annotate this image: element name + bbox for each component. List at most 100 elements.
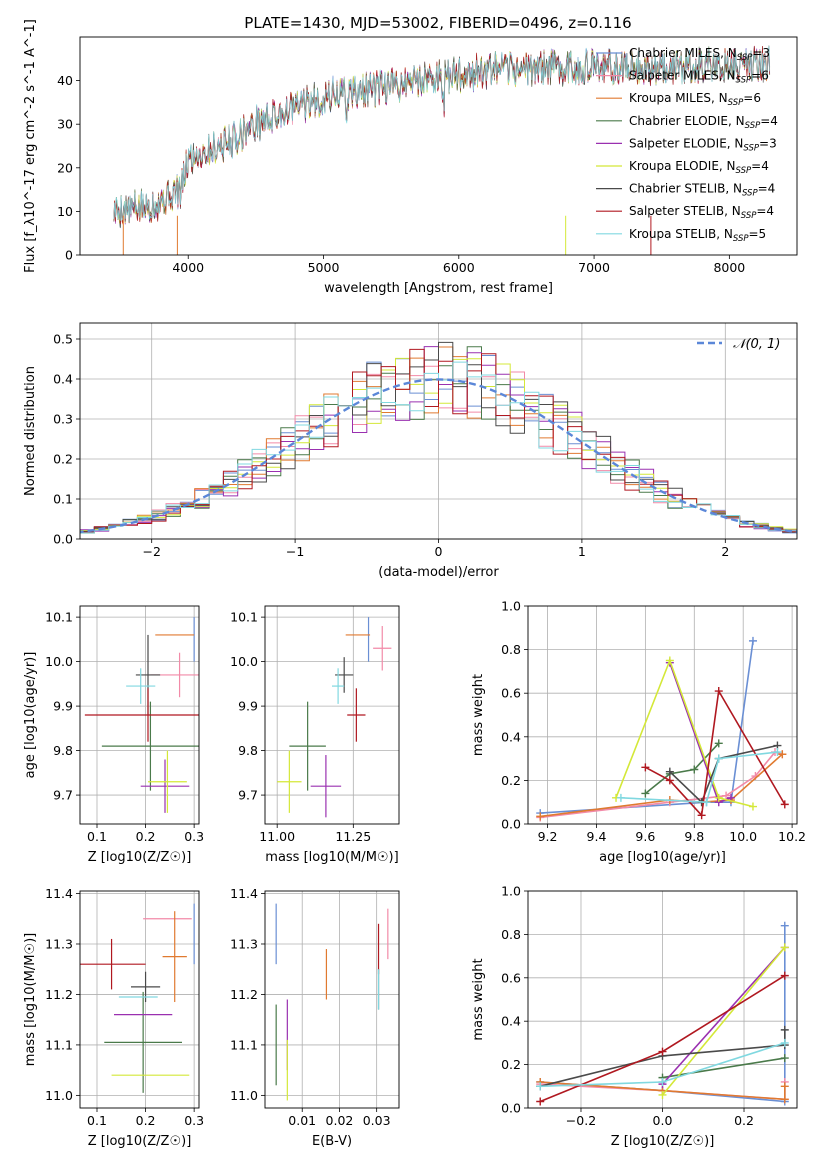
y-tick-label: 9.9 [53, 699, 73, 714]
weight-marker [536, 1082, 545, 1091]
legend-subscript: SSP [728, 98, 744, 108]
weight-marker [714, 739, 723, 748]
y-axis-label: age [log10(age/yr)] [23, 652, 38, 779]
y-tick-label: 0.1 [53, 492, 73, 507]
weight-marker [665, 656, 674, 665]
weight-marker [714, 687, 723, 696]
y-tick-label: 11.1 [45, 1037, 73, 1052]
plot-area [113, 45, 771, 255]
legend-subscript: SSP [737, 53, 753, 63]
weight-marker [536, 812, 545, 821]
weight-line [540, 1029, 786, 1088]
y-tick-label: 11.0 [230, 1088, 258, 1103]
weight-marker [780, 1038, 789, 1047]
weight-line [662, 1057, 785, 1079]
axes-frame [264, 605, 400, 825]
x-tick-label: 0.3 [184, 1113, 204, 1128]
x-tick-label: 0.2 [734, 1113, 754, 1128]
axes-frame [264, 890, 400, 1109]
legend-entry: Chabrier ELODIE, NSSP=4 [629, 114, 778, 131]
y-tick-label: 0.6 [501, 970, 521, 985]
legend: Chabrier MILES, NSSP=3 Salpeter MILES, NS… [596, 46, 778, 244]
weight-marker [780, 921, 789, 930]
x-tick-label: 0.3 [184, 829, 204, 844]
weight-vs-age-plot: 9.2 9.4 9.6 9.8 10.0 10.2 0.0 0.2 0.4 0.6 0.8 1.0 ag… [471, 599, 806, 866]
weight-marker [665, 776, 674, 785]
mass-vs-ebv-plot: 0.01 0.02 0.03 11.0 11.1 11.2 11.3 11.4 E(B-V) [230, 886, 400, 1149]
legend-count: =6 [751, 69, 769, 83]
x-axis-label: mass [log10(M/M☉)] [265, 850, 398, 865]
plot-area [275, 903, 389, 1101]
weight-line [669, 744, 778, 804]
x-tick-label: 0.0 [653, 1113, 673, 1128]
gaussian-curve [80, 378, 797, 534]
y-axis-label: mass weight [471, 674, 486, 756]
y-axis-label: Flux [f_λ10^-17 erg cm^-2 s^-1 A^-1] [23, 19, 38, 273]
x-tick-label: 9.6 [635, 829, 655, 844]
legend-subscript: SSP [745, 121, 761, 131]
plot-area [277, 617, 392, 818]
weight-marker [748, 636, 757, 645]
legend-count: =4 [756, 204, 774, 218]
legend-subscript: SSP [743, 143, 759, 153]
legend-entry: Kroupa MILES, NSSP=6 [629, 91, 761, 108]
x-tick-label: 2 [721, 544, 729, 559]
legend-count: =6 [743, 91, 761, 105]
y-tick-label: 0.0 [501, 1101, 521, 1116]
x-tick-label: 1 [578, 544, 586, 559]
weight-marker [665, 767, 674, 776]
y-tick-label: 11.3 [230, 936, 258, 951]
x-tick-label: 0 [435, 544, 443, 559]
y-tick-label: 40 [57, 73, 73, 88]
legend-entry: Kroupa ELODIE, NSSP=4 [629, 159, 769, 176]
y-tick-label: 9.7 [238, 788, 258, 803]
histogram-step [80, 346, 797, 535]
weight-marker [780, 1054, 789, 1063]
axes-frame [79, 605, 200, 825]
x-tick-label: 11.00 [259, 829, 295, 844]
weight-marker [780, 1025, 789, 1034]
weight-marker [780, 971, 789, 980]
x-tick-label: −0.2 [566, 1113, 596, 1128]
weight-marker [536, 1097, 545, 1106]
weight-line [540, 751, 783, 819]
weight-marker [658, 1047, 667, 1056]
y-tick-label: 30 [57, 117, 73, 132]
x-tick-label: −2 [142, 544, 160, 559]
weight-line [620, 751, 778, 804]
weight-marker [714, 754, 723, 763]
y-tick-label: 0.4 [501, 729, 521, 744]
x-tick-label: 9.8 [684, 829, 704, 844]
weight-marker [722, 791, 731, 800]
figure-title: PLATE=1430, MJD=53002, FIBERID=0496, z=0… [244, 14, 631, 32]
y-tick-label: 10.0 [45, 654, 73, 669]
legend-entry: 𝒩(0, 1) [733, 337, 780, 352]
age-vs-metallicity-plot: 0.1 0.2 0.3 9.7 9.8 9.9 10.0 10.1 Z [log10(Z/Z☉)… [23, 605, 204, 865]
y-tick-label: 0.0 [501, 817, 521, 832]
y-tick-label: 11.2 [230, 987, 258, 1002]
x-tick-label: 10.0 [729, 829, 757, 844]
y-tick-label: 0.3 [53, 412, 73, 427]
axes-frame [79, 890, 200, 1109]
plot-area [536, 636, 789, 822]
legend-entry: Kroupa STELIB, NSSP=5 [629, 227, 766, 244]
weight-marker [658, 1090, 667, 1099]
y-tick-label: 10.0 [230, 654, 258, 669]
weight-marker [616, 793, 625, 802]
y-tick-label: 11.2 [45, 987, 73, 1002]
legend-subscript: SSP [742, 189, 758, 199]
legend-subscript: SSP [736, 76, 752, 86]
weight-line [540, 753, 783, 818]
legend-count: =3 [759, 136, 777, 150]
weight-line [540, 640, 754, 814]
weight-marker [714, 793, 723, 802]
x-tick-label: 0.02 [326, 1113, 354, 1128]
y-tick-label: 0.8 [501, 642, 521, 657]
legend-entry: Chabrier MILES, NSSP=3 [629, 46, 770, 63]
x-axis-label: Z [log10(Z/Z☉)] [88, 1134, 192, 1149]
x-tick-label: 9.2 [538, 829, 558, 844]
axes-frame [527, 890, 798, 1109]
x-tick-label: 11.25 [335, 829, 371, 844]
x-axis-label: (data-model)/error [378, 565, 499, 580]
